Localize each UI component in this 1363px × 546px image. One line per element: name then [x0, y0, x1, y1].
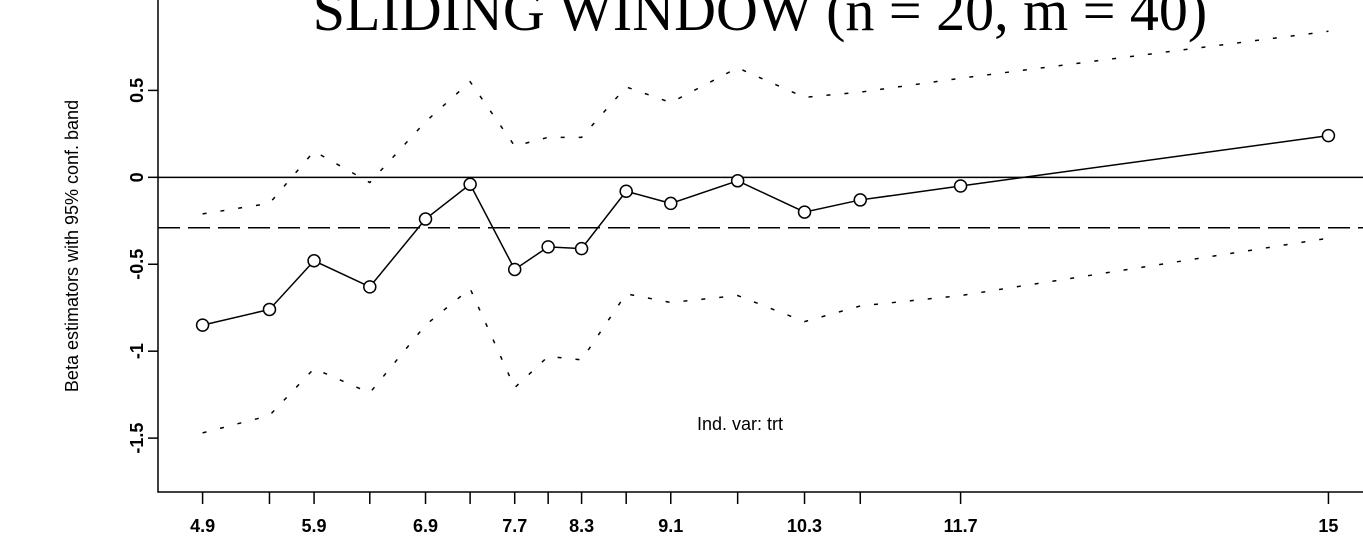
- x-tick-label: 4.9: [190, 516, 215, 536]
- point: [1321, 128, 1336, 143]
- y-tick-label: -0.5: [127, 249, 147, 280]
- annotation: Ind. var: trt: [697, 414, 783, 434]
- point: [195, 318, 210, 332]
- y-tick-label: -1: [127, 343, 147, 359]
- x-tick-label: 7.7: [502, 516, 527, 536]
- y-tick-label: 0.5: [127, 78, 147, 103]
- point: [418, 212, 433, 226]
- x-tick-label: 6.9: [413, 516, 438, 536]
- x-tick-label: 5.9: [302, 516, 327, 536]
- plot-frame: [157, 0, 1363, 493]
- point: [853, 193, 868, 207]
- series-line: [202, 237, 1329, 434]
- y-axis-label: Beta estimators with 95% conf. band: [62, 100, 82, 392]
- y-tick-label: -1.5: [127, 423, 147, 454]
- point: [574, 241, 589, 256]
- point: [541, 240, 555, 254]
- y-tick-label: 0: [127, 172, 147, 182]
- series-line: [202, 134, 1329, 326]
- x-tick-label: 11.7: [944, 516, 978, 536]
- point: [730, 174, 745, 188]
- point: [307, 254, 321, 268]
- point: [363, 280, 377, 294]
- chart-title: SLIDING WINDOW (n = 20, m = 40): [313, 0, 1208, 43]
- point: [619, 184, 633, 198]
- point: [262, 302, 277, 317]
- x-tick-label: 9.1: [658, 516, 683, 536]
- point: [797, 205, 812, 219]
- x-tick-label: 15: [1318, 516, 1338, 536]
- series-line: [202, 30, 1329, 215]
- x-tick-label: 8.3: [569, 516, 594, 536]
- point: [953, 179, 968, 193]
- point: [463, 177, 477, 192]
- point: [507, 262, 522, 277]
- x-tick-label: 10.3: [787, 516, 822, 536]
- point: [664, 196, 678, 211]
